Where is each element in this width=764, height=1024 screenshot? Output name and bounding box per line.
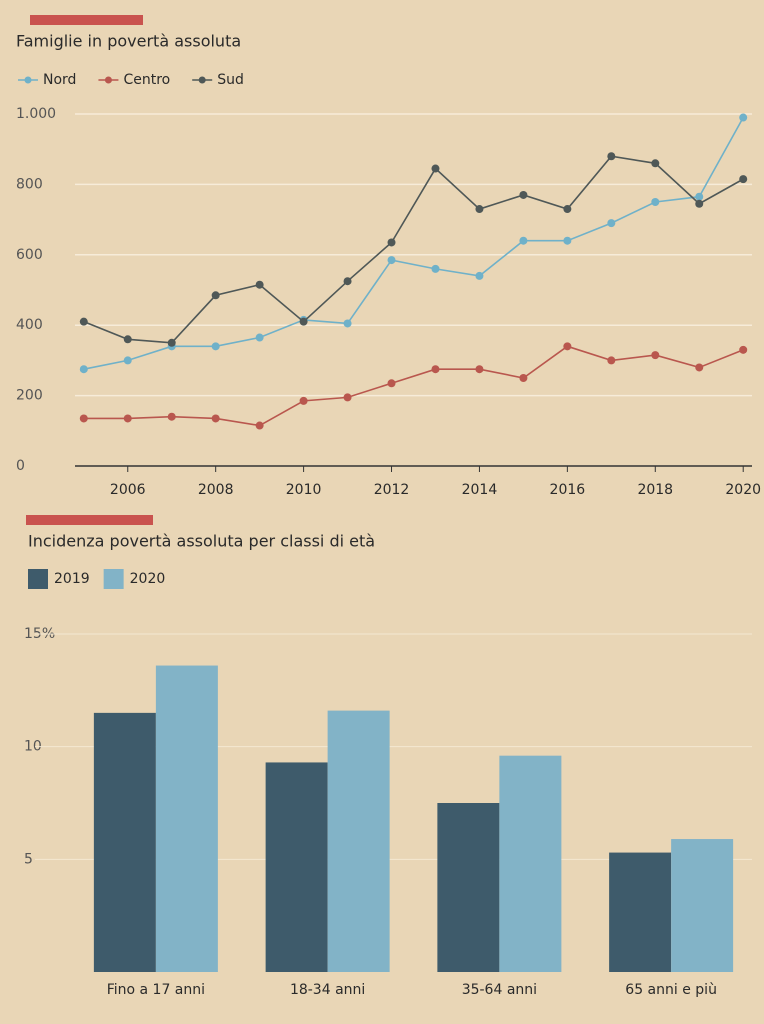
point bbox=[651, 351, 660, 360]
point bbox=[563, 342, 572, 351]
legend-dot bbox=[24, 76, 32, 84]
point bbox=[739, 113, 748, 122]
legend-swatch bbox=[103, 569, 124, 589]
x-tick-label: 2012 bbox=[374, 482, 410, 498]
bar bbox=[499, 755, 562, 972]
legend-dot bbox=[198, 76, 206, 84]
point bbox=[343, 393, 352, 402]
point bbox=[167, 412, 176, 421]
point bbox=[695, 192, 704, 201]
point bbox=[563, 236, 572, 245]
y-tick-label: 400 bbox=[16, 317, 43, 333]
point bbox=[519, 236, 528, 245]
series-line bbox=[83, 345, 744, 427]
point bbox=[475, 271, 484, 280]
point bbox=[695, 363, 704, 372]
legend-label: 2019 bbox=[54, 571, 90, 587]
point bbox=[607, 356, 616, 365]
point bbox=[387, 238, 396, 247]
y-tick-label: 5 bbox=[24, 851, 33, 867]
point bbox=[255, 421, 264, 430]
point bbox=[123, 356, 132, 365]
point bbox=[563, 205, 572, 214]
chart-title: Famiglie in povertà assoluta bbox=[16, 32, 241, 51]
x-tick-label: 18-34 anni bbox=[290, 982, 365, 998]
bar bbox=[327, 710, 390, 972]
x-tick-label: 35-64 anni bbox=[462, 982, 537, 998]
x-tick-label: 2014 bbox=[462, 482, 498, 498]
point bbox=[123, 335, 132, 344]
chart-title: Incidenza povertà assoluta per classi di… bbox=[28, 532, 375, 551]
x-tick-label: 2008 bbox=[198, 482, 234, 498]
point bbox=[519, 190, 528, 199]
y-tick-label: 0 bbox=[16, 458, 25, 474]
x-tick-label: Fino a 17 anni bbox=[107, 982, 205, 998]
point bbox=[431, 164, 440, 173]
point bbox=[431, 264, 440, 273]
legend-label: Sud bbox=[217, 72, 244, 88]
series-line bbox=[83, 155, 744, 344]
point bbox=[211, 414, 220, 423]
x-tick-label: 2020 bbox=[725, 482, 761, 498]
accent-bar bbox=[30, 15, 143, 25]
point bbox=[607, 219, 616, 228]
y-tick-label: 800 bbox=[16, 176, 43, 192]
point bbox=[79, 365, 88, 374]
point bbox=[167, 338, 176, 347]
point bbox=[651, 198, 660, 206]
bar bbox=[155, 665, 218, 972]
point bbox=[387, 379, 396, 388]
y-tick-label: 200 bbox=[16, 388, 43, 404]
legend-label: Centro bbox=[123, 72, 170, 88]
point bbox=[79, 414, 88, 423]
x-tick-label: 2016 bbox=[550, 482, 586, 498]
legend-swatch bbox=[28, 569, 48, 589]
point bbox=[387, 256, 396, 265]
point bbox=[123, 414, 132, 423]
bar bbox=[93, 712, 156, 972]
x-tick-label: 2010 bbox=[286, 482, 322, 498]
legend-label: Nord bbox=[43, 72, 76, 88]
point bbox=[255, 333, 264, 342]
point bbox=[651, 159, 660, 168]
x-tick-label: 65 anni e più bbox=[625, 982, 717, 998]
legend-dot bbox=[104, 76, 112, 84]
legend-label: 2020 bbox=[130, 571, 166, 587]
bar bbox=[609, 852, 672, 972]
point bbox=[695, 199, 704, 208]
point bbox=[519, 374, 528, 382]
bar bbox=[265, 762, 328, 972]
point bbox=[343, 319, 352, 328]
accent-bar bbox=[26, 515, 153, 525]
x-tick-label: 2018 bbox=[637, 482, 673, 498]
point bbox=[79, 317, 88, 326]
series-line bbox=[83, 117, 744, 370]
point bbox=[739, 345, 748, 354]
x-tick-label: 2006 bbox=[110, 482, 146, 498]
point bbox=[475, 205, 484, 214]
point bbox=[607, 152, 616, 161]
point bbox=[299, 317, 308, 326]
point bbox=[343, 277, 352, 286]
point bbox=[255, 280, 264, 289]
y-tick-label: 10 bbox=[24, 739, 42, 755]
y-tick-label: 600 bbox=[16, 247, 43, 263]
y-tick-label: 1.000 bbox=[16, 106, 56, 122]
bar bbox=[437, 803, 500, 972]
point bbox=[299, 396, 308, 405]
point bbox=[431, 365, 440, 374]
point bbox=[475, 365, 484, 374]
point bbox=[211, 342, 220, 351]
point bbox=[739, 175, 748, 184]
bar bbox=[671, 839, 734, 972]
point bbox=[211, 291, 220, 300]
